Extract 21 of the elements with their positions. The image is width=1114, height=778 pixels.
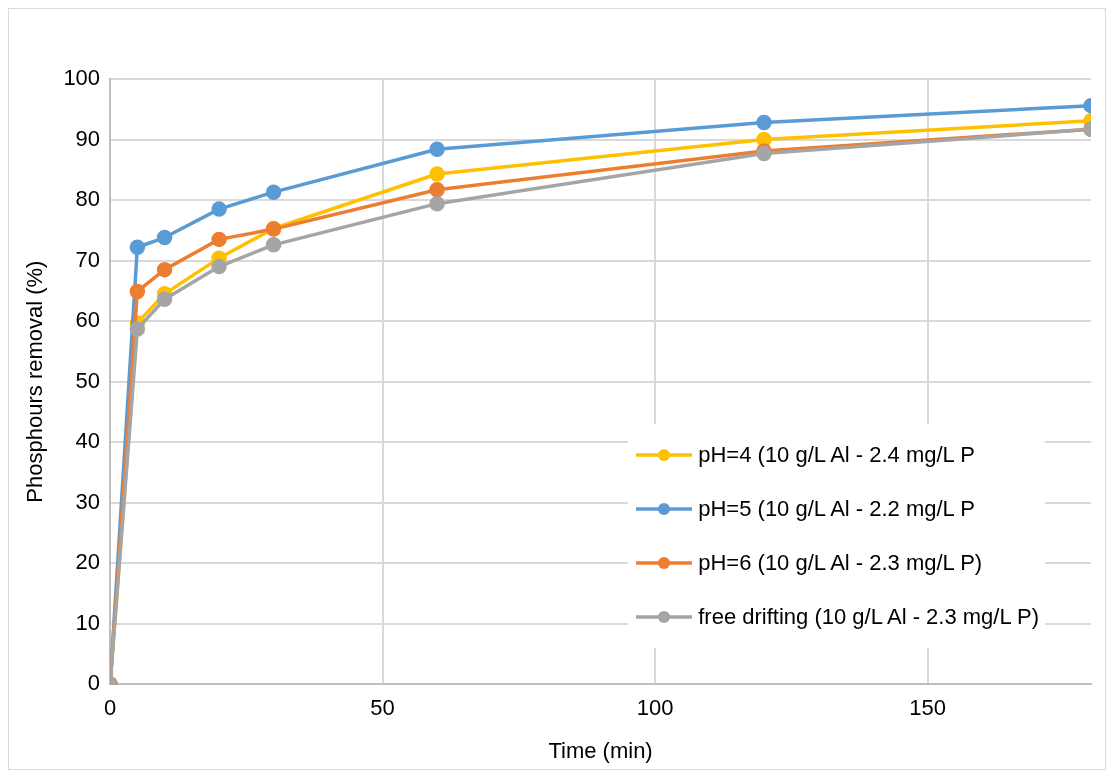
legend-label: pH=6 (10 g/L Al - 2.3 mg/L P) xyxy=(698,550,983,576)
y-tick-label: 100 xyxy=(63,65,101,91)
x-tick-label: 100 xyxy=(636,695,674,721)
y-tick-label: 90 xyxy=(75,125,101,151)
legend-label: pH=5 (10 g/L Al - 2.2 mg/L P xyxy=(698,496,975,522)
x-tick-label: 0 xyxy=(103,695,117,721)
y-tick-label: 70 xyxy=(75,246,101,272)
y-tick-label: 10 xyxy=(75,609,101,635)
legend-label: pH=4 (10 g/L Al - 2.4 mg/L P xyxy=(698,442,975,468)
y-tick-label: 50 xyxy=(75,367,101,393)
y-tick-label: 60 xyxy=(75,307,101,333)
y-tick-label: 80 xyxy=(75,186,101,212)
y-axis-title: Phosphours removal (%) xyxy=(22,260,48,503)
x-axis-title: Time (min) xyxy=(548,737,653,763)
x-tick-label: 150 xyxy=(909,695,946,721)
y-tick-label: 40 xyxy=(75,428,101,454)
y-tick-label: 20 xyxy=(75,549,101,575)
x-tick-label: 50 xyxy=(370,695,395,721)
legend-label: free drifting (10 g/L Al - 2.3 mg/L P) xyxy=(698,604,1039,630)
y-tick-label: 30 xyxy=(75,488,101,514)
y-tick-label: 0 xyxy=(87,670,101,696)
